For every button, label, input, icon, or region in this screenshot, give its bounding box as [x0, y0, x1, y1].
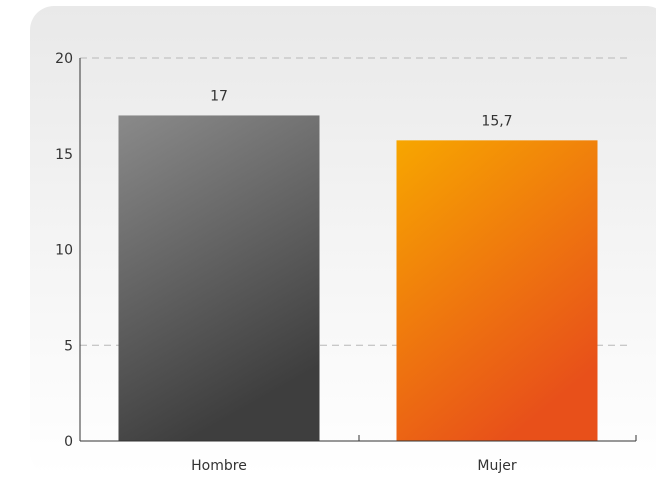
data-label-hombre: 17: [210, 88, 228, 104]
y-tick-label: 5: [64, 338, 73, 354]
y-tick-label: 20: [55, 51, 73, 67]
category-label-hombre: Hombre: [191, 458, 247, 474]
bar-mujer: [396, 140, 598, 441]
y-tick-label: 10: [55, 243, 73, 259]
bar-hombre: [118, 115, 320, 441]
data-label-mujer: 15,7: [481, 113, 512, 129]
category-label-mujer: Mujer: [477, 458, 516, 474]
y-tick-label: 0: [64, 434, 73, 450]
y-tick-label: 15: [55, 147, 73, 163]
